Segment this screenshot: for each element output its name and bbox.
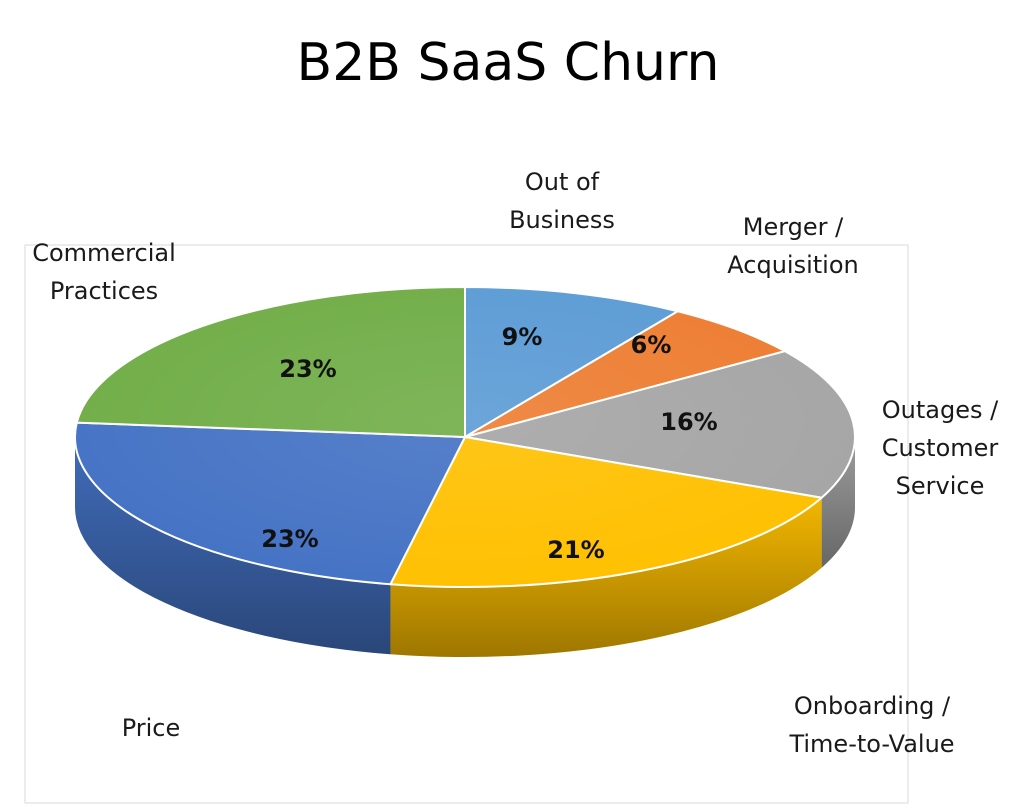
percent-labels: 9% 6% 16% 21% 23% 23% [261, 323, 717, 564]
percent-label-price: 23% [261, 525, 318, 553]
plot-area-border [24, 244, 909, 804]
percent-label-merger-acquisition: 6% [631, 331, 672, 359]
category-labels: Out of Business Merger / Acquisition Outages… [32, 168, 999, 758]
percent-label-onboarding-time-to-value: 21% [547, 536, 604, 564]
pie-top-sheen [75, 287, 855, 587]
category-label-commercial-practices: Commercial Practices [32, 239, 176, 305]
category-label-outages-customer-service: Outages / Customer Service [882, 396, 999, 500]
percent-label-out-of-business: 9% [502, 323, 543, 351]
category-label-onboarding-time-to-value: Onboarding / Time-to-Value [788, 692, 954, 758]
percent-label-outages-customer-service: 16% [660, 408, 717, 436]
category-label-out-of-business: Out of Business [509, 168, 615, 234]
percent-label-commercial-practices: 23% [279, 355, 336, 383]
pie-side-shade [75, 437, 391, 655]
category-label-price: Price [122, 714, 181, 742]
pie-tops [74, 286, 856, 588]
chart-title: B2B SaaS Churn [297, 33, 720, 93]
category-label-merger-acquisition: Merger / Acquisition [727, 213, 858, 279]
